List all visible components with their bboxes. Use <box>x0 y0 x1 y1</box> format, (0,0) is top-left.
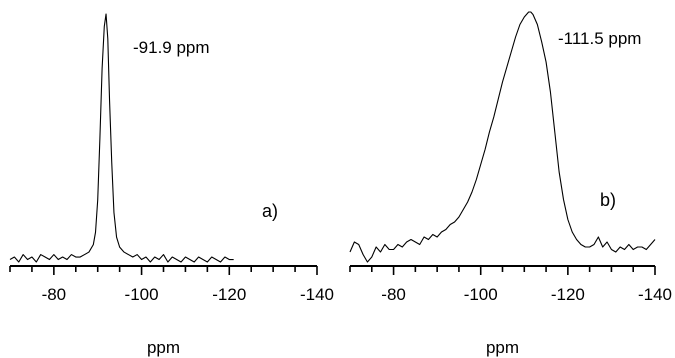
x-tick-label: -120 <box>212 285 246 304</box>
x-tick-label: -100 <box>125 285 159 304</box>
peak-annotation: -111.5 ppm <box>558 29 641 48</box>
x-tick-label: -80 <box>381 285 406 304</box>
x-tick-label: -120 <box>551 285 585 304</box>
peak-annotation: -91.9 ppm <box>133 38 210 57</box>
x-tick-label: -100 <box>464 285 498 304</box>
panel-label: a) <box>262 201 278 221</box>
spectrum-line-0 <box>349 11 656 263</box>
x-axis-label: ppm <box>147 338 180 357</box>
panel-b: -80 -100 -120 -140 ppm -111.5 ppm b) <box>349 11 672 357</box>
x-tick-label: -140 <box>638 285 672 304</box>
x-axis-label: ppm <box>486 338 519 357</box>
panel-label: b) <box>600 190 616 210</box>
x-tick-label: -140 <box>300 285 334 304</box>
x-tick-label: -80 <box>42 285 67 304</box>
panel-a: -80 -100 -120 -140 ppm -91.9 ppm a) <box>9 13 334 357</box>
spectrum-line-0 <box>9 13 234 263</box>
